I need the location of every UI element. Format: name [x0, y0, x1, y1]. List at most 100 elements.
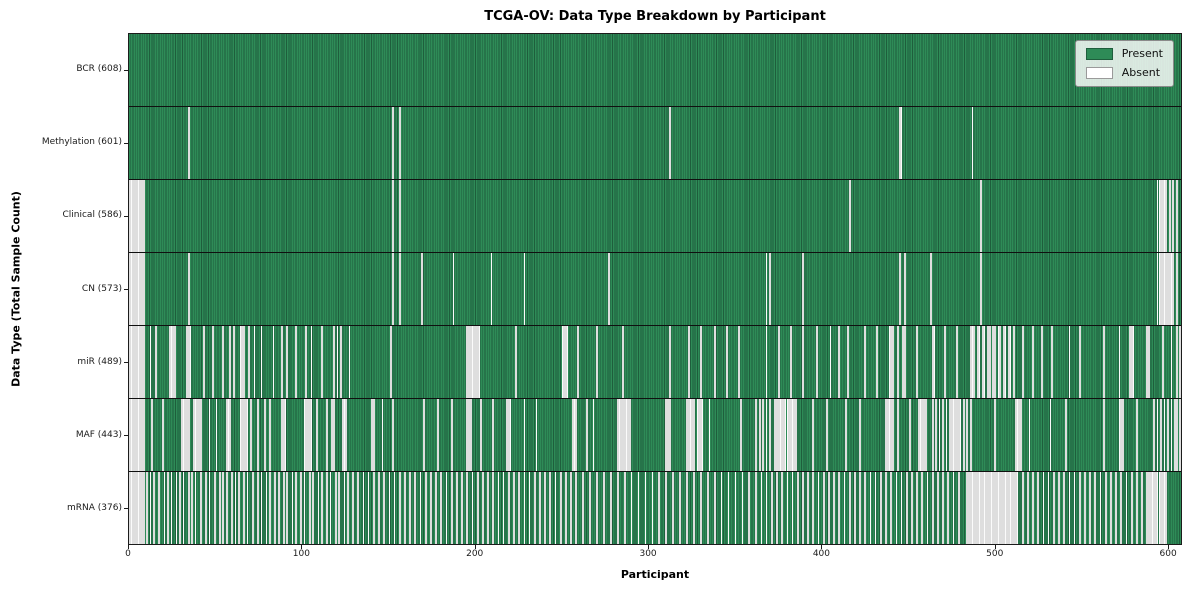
absent-stripe — [625, 399, 628, 471]
absent-stripe — [269, 472, 271, 544]
absent-stripe — [777, 399, 780, 471]
absent-stripe — [668, 107, 671, 179]
x-tick-mark — [474, 545, 476, 549]
heatmap-row-bcr — [129, 34, 1181, 106]
absent-stripe — [1153, 399, 1156, 471]
absent-stripe — [1047, 472, 1050, 544]
absent-stripe — [1021, 472, 1024, 544]
y-tick-mark — [124, 69, 128, 71]
absent-stripe — [990, 472, 993, 544]
absent-stripe — [215, 399, 218, 471]
absent-stripe — [559, 472, 562, 544]
absent-stripe — [471, 326, 474, 398]
absent-stripe — [141, 253, 143, 325]
absent-stripe — [725, 326, 728, 398]
absent-stripe — [916, 326, 918, 398]
absent-stripe — [272, 326, 275, 398]
absent-stripe — [622, 399, 624, 471]
absent-stripe — [263, 399, 266, 471]
absent-stripe — [802, 253, 804, 325]
absent-stripe — [436, 399, 439, 471]
absent-stripe — [507, 472, 510, 544]
absent-stripe — [848, 180, 851, 252]
absent-stripe — [788, 399, 790, 471]
absent-stripe — [918, 399, 920, 471]
absent-stripe — [1175, 180, 1178, 252]
absent-stripe — [765, 399, 768, 471]
absent-stripe — [523, 253, 526, 325]
absent-stripe — [196, 399, 199, 471]
absent-stripe — [142, 326, 145, 398]
absent-stripe — [1163, 180, 1166, 252]
absent-stripe — [468, 326, 470, 398]
absent-stripe — [203, 326, 206, 398]
absent-stripe — [305, 399, 308, 471]
absent-stripe — [514, 326, 517, 398]
absent-stripe — [1009, 472, 1012, 544]
absent-stripe — [1016, 472, 1019, 544]
heatmap-rows — [129, 34, 1181, 544]
absent-stripe — [409, 472, 412, 544]
absent-stripe — [978, 472, 981, 544]
absent-stripe — [130, 326, 133, 398]
absent-stripe — [796, 472, 799, 544]
absent-stripe — [900, 107, 903, 179]
absent-stripe — [848, 472, 851, 544]
absent-stripe — [466, 472, 469, 544]
heatmap-row-mir — [129, 325, 1181, 398]
absent-stripe — [227, 399, 230, 471]
absent-stripe — [371, 399, 373, 471]
absent-stripe — [895, 472, 898, 544]
absent-stripe — [506, 399, 508, 471]
absent-stripe — [1122, 399, 1124, 471]
absent-stripe — [246, 399, 249, 471]
absent-stripe — [627, 399, 630, 471]
absent-stripe — [765, 326, 768, 398]
absent-stripe — [414, 472, 417, 544]
absent-stripe — [826, 399, 828, 471]
absent-stripe — [938, 399, 941, 471]
absent-stripe — [784, 399, 787, 471]
absent-stripe — [490, 253, 493, 325]
absent-stripe — [956, 399, 958, 471]
absent-stripe — [372, 472, 375, 544]
absent-stripe — [699, 399, 702, 471]
absent-stripe — [251, 472, 254, 544]
absent-stripe — [698, 399, 700, 471]
absent-stripe — [781, 472, 784, 544]
absent-stripe — [795, 399, 797, 471]
absent-stripe — [975, 472, 977, 544]
absent-stripe — [789, 326, 792, 398]
absent-stripe — [980, 253, 982, 325]
absent-stripe — [926, 472, 929, 544]
absent-stripe — [687, 326, 690, 398]
absent-stripe — [1146, 472, 1149, 544]
absent-stripe — [1040, 326, 1043, 398]
absent-stripe — [199, 472, 202, 544]
absent-stripe — [539, 472, 541, 544]
absent-stripe — [741, 472, 744, 544]
absent-stripe — [130, 472, 133, 544]
absent-stripe — [253, 326, 256, 398]
absent-stripe — [149, 472, 152, 544]
absent-stripe — [859, 472, 861, 544]
absent-stripe — [603, 472, 605, 544]
absent-stripe — [168, 326, 171, 398]
absent-stripe — [869, 472, 872, 544]
absent-stripe — [1002, 472, 1005, 544]
absent-stripe — [1002, 326, 1005, 398]
absent-stripe — [596, 326, 598, 398]
absent-stripe — [859, 399, 861, 471]
absent-stripe — [706, 472, 709, 544]
absent-stripe — [904, 253, 906, 325]
absent-stripe — [679, 472, 681, 544]
absent-stripe — [802, 326, 804, 398]
absent-stripe — [997, 326, 1000, 398]
absent-stripe — [575, 399, 578, 471]
absent-stripe — [976, 326, 979, 398]
absent-stripe — [241, 326, 244, 398]
absent-stripe — [303, 472, 306, 544]
absent-stripe — [982, 326, 984, 398]
absent-stripe — [1167, 399, 1169, 471]
absent-stripe — [1179, 399, 1181, 471]
